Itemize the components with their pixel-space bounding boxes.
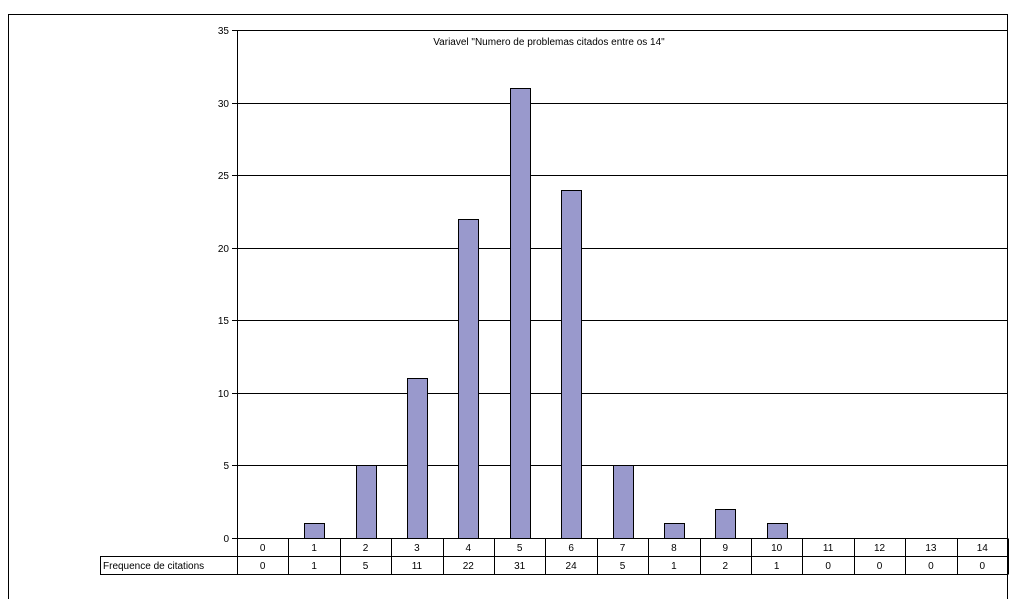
data-table-value: 0 bbox=[928, 561, 934, 572]
y-tick-labels: 0 5 10 15 20 25 30 35 bbox=[218, 26, 230, 545]
bar bbox=[561, 190, 582, 539]
axes bbox=[232, 30, 238, 574]
chart-title: Variavel "Numero de problemas citados en… bbox=[433, 37, 665, 48]
data-table-value: 0 bbox=[877, 561, 883, 572]
x-tick-label: 5 bbox=[517, 543, 523, 554]
data-table-value: 1 bbox=[311, 561, 317, 572]
x-tick-label: 11 bbox=[823, 543, 834, 554]
data-table: 001125311422531624758192101110120130140F… bbox=[100, 538, 1009, 575]
y-tick-label: 0 bbox=[223, 534, 229, 545]
data-table-value: 24 bbox=[566, 561, 578, 572]
data-table-value: 2 bbox=[723, 561, 729, 572]
x-tick-label: 13 bbox=[925, 543, 937, 554]
bar bbox=[510, 88, 531, 539]
x-tick-label: 2 bbox=[363, 543, 369, 554]
data-table-value: 5 bbox=[620, 561, 626, 572]
bar bbox=[613, 465, 634, 539]
bar bbox=[715, 509, 736, 539]
x-tick-label: 10 bbox=[771, 543, 783, 554]
chart-frame bbox=[8, 14, 1008, 599]
y-tick-label: 10 bbox=[218, 389, 230, 400]
bar bbox=[458, 219, 479, 539]
y-tick-label: 30 bbox=[218, 99, 230, 110]
x-tick-label: 4 bbox=[466, 543, 472, 554]
data-table-value: 0 bbox=[260, 561, 266, 572]
bar bbox=[767, 523, 788, 539]
data-table-value: 11 bbox=[412, 561, 423, 572]
x-tick-label: 12 bbox=[874, 543, 886, 554]
bar bbox=[664, 523, 685, 539]
x-tick-label: 3 bbox=[414, 543, 420, 554]
x-tick-label: 7 bbox=[620, 543, 626, 554]
data-table-value: 22 bbox=[463, 561, 475, 572]
data-table-value: 1 bbox=[774, 561, 780, 572]
x-tick-label: 14 bbox=[977, 543, 989, 554]
data-table-value: 0 bbox=[980, 561, 986, 572]
bar bbox=[356, 465, 377, 539]
bar bbox=[407, 378, 428, 539]
x-tick-label: 6 bbox=[568, 543, 574, 554]
x-tick-label: 8 bbox=[671, 543, 677, 554]
y-tick-label: 20 bbox=[218, 244, 230, 255]
bars bbox=[304, 88, 788, 539]
y-tick-label: 15 bbox=[218, 316, 230, 327]
data-table-value: 31 bbox=[514, 561, 526, 572]
x-tick-label: 9 bbox=[723, 543, 729, 554]
bar bbox=[304, 523, 325, 539]
data-table-value: 5 bbox=[363, 561, 369, 572]
data-table-value: 0 bbox=[825, 561, 831, 572]
y-tick-label: 35 bbox=[218, 26, 230, 37]
y-tick-label: 5 bbox=[223, 461, 229, 472]
x-tick-label: 1 bbox=[311, 543, 317, 554]
y-tick-label: 25 bbox=[218, 171, 230, 182]
gridlines bbox=[237, 30, 1008, 466]
data-table-value: 1 bbox=[671, 561, 677, 572]
x-tick-label: 0 bbox=[260, 543, 266, 554]
series-label: Frequence de citations bbox=[103, 561, 204, 572]
